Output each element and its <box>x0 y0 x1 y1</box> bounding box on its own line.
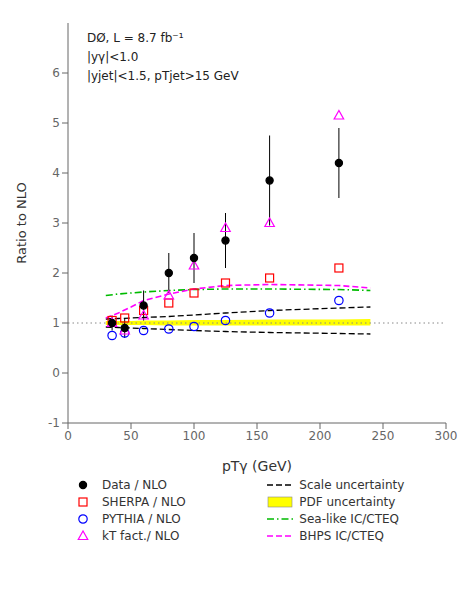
html-text:SHERPA / NLO: SHERPA / NLO <box>102 495 186 509</box>
svg-text:pTγ (GeV): pTγ (GeV) <box>222 458 292 474</box>
html-text:Scale uncertainty: Scale uncertainty <box>299 478 405 492</box>
svg-text:250: 250 <box>372 429 395 443</box>
svg-text:2: 2 <box>52 266 60 280</box>
svg-text:-1: -1 <box>48 416 60 430</box>
html-text:Data / NLO: Data / NLO <box>102 478 167 492</box>
html-text:BHPS IC/CTEQ: BHPS IC/CTEQ <box>299 529 384 543</box>
svg-text:300: 300 <box>435 429 458 443</box>
svg-text:6: 6 <box>52 66 60 80</box>
html-text:PDF uncertainty: PDF uncertainty <box>299 495 396 509</box>
html-text:|yjet|<1.5, pTjet>15 GeV: |yjet|<1.5, pTjet>15 GeV <box>86 69 239 83</box>
html-text:Sea-like IC/CTEQ: Sea-like IC/CTEQ <box>299 512 400 526</box>
html-text:DØ, L = 8.7 fb⁻¹: DØ, L = 8.7 fb⁻¹ <box>86 31 184 45</box>
svg-text:1: 1 <box>52 316 60 330</box>
svg-text:5: 5 <box>52 116 60 130</box>
svg-text:0: 0 <box>64 429 72 443</box>
svg-text:4: 4 <box>52 166 60 180</box>
html-text:kT fact./ NLO: kT fact./ NLO <box>102 529 180 543</box>
svg-text:3: 3 <box>52 216 60 230</box>
svg-text:0: 0 <box>52 366 60 380</box>
svg-text:200: 200 <box>309 429 332 443</box>
svg-text:150: 150 <box>246 429 269 443</box>
svg-text:50: 50 <box>123 429 138 443</box>
svg-text:100: 100 <box>183 429 206 443</box>
html-text:|yγ|<1.0: |yγ|<1.0 <box>86 50 139 64</box>
html-text:PYTHIA / NLO: PYTHIA / NLO <box>102 512 181 526</box>
svg-text:Ratio to NLO: Ratio to NLO <box>14 182 29 263</box>
